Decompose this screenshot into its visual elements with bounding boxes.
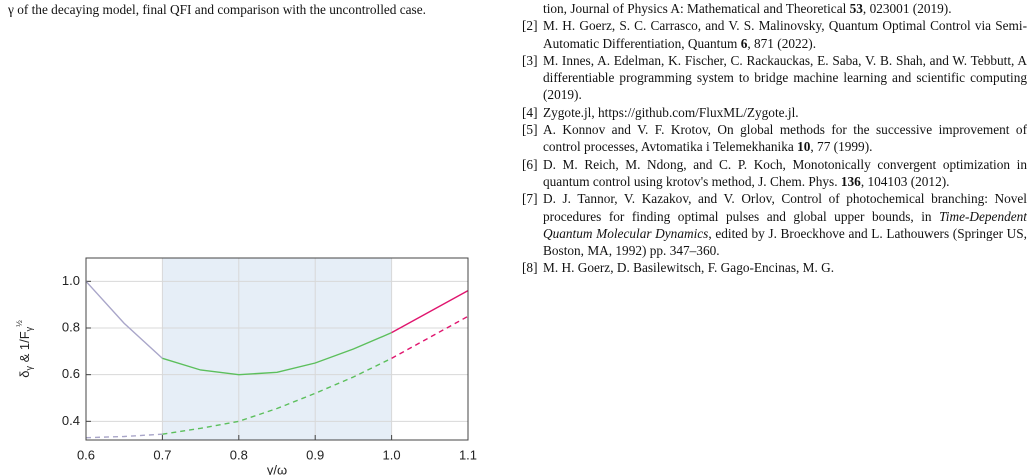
reference: [3] M. Innes, A. Edelman, K. Fischer, C. … xyxy=(522,52,1027,104)
reference-text: 136 xyxy=(840,173,861,189)
reference-text: D. J. Tannor, V. Kazakov, and V. Orlov, … xyxy=(543,191,1027,224)
y-tick-label: 0.6 xyxy=(62,366,80,381)
x-axis-label: γ/ω xyxy=(267,462,287,475)
data-line xyxy=(162,357,392,435)
y-axis-label-part: ½ xyxy=(15,320,24,327)
y-tick-label: 0.8 xyxy=(62,319,80,334)
data-line xyxy=(85,433,163,439)
x-tick-label: 1.0 xyxy=(383,447,401,462)
reference-text: , edited by J. Broeckhove and L. Lathouw… xyxy=(543,225,1027,259)
figure-caption: γ of the decaying model, final QFI and c… xyxy=(8,2,426,17)
y-axis-label-part: & 1/F xyxy=(17,331,32,366)
reference-label: [8] xyxy=(522,260,538,276)
reference-text: , 77 (1999). xyxy=(810,139,873,155)
y-axis-label-part: γ xyxy=(24,326,34,331)
reference: tion, Journal of Physics A: Mathematical… xyxy=(522,0,1027,17)
chart: 0.6 0.7 0.8 0.9 1.0 1.10.40.60.81.0γ/ωδγ & 1/… xyxy=(15,257,477,475)
shaded-region xyxy=(162,258,392,440)
reference: [2] M. H. Goerz, S. C. Carrasco, and V. S… xyxy=(522,17,1027,52)
reference-text: M. H. Goerz, D. Basilewitsch, F. Gago-En… xyxy=(543,260,835,276)
reference-text: 6 xyxy=(740,35,748,51)
reference-label: [4] xyxy=(522,104,538,120)
x-tick-label: 1.1 xyxy=(459,447,477,462)
reference-text: 53 xyxy=(849,1,863,16)
reference-text: D. M. Reich, M. Ndong, and C. P. Koch, M… xyxy=(543,156,1027,189)
y-axis-label: δγ & 1/Fγ½ xyxy=(15,320,34,378)
reference: [5] A. Konnov and V. F. Krotov, On global… xyxy=(522,121,1027,156)
reference-text: Time-Dependent Quantum Molecular Dynamic… xyxy=(543,208,1027,241)
data-line xyxy=(162,332,392,376)
plot-frame xyxy=(85,257,469,441)
y-axis-label-part: δ xyxy=(17,371,32,378)
reference-text: , 871 (2022). xyxy=(747,35,817,51)
data-line xyxy=(85,280,163,359)
reference-text: M. Innes, A. Edelman, K. Fischer, C. Rac… xyxy=(543,52,1027,103)
reference-text: M. H. Goerz, S. C. Carrasco, and V. S. M… xyxy=(543,18,1027,51)
reference-text: A. Konnov and V. F. Krotov, On global me… xyxy=(543,122,1027,155)
y-axis-label-part: γ xyxy=(24,366,34,371)
reference: [7] D. J. Tannor, V. Kazakov, and V. Orlo… xyxy=(522,190,1027,259)
x-tick-label: 0.7 xyxy=(153,447,171,462)
data-line xyxy=(391,315,469,359)
reference-text: tion, Journal of Physics A: Mathematical… xyxy=(543,1,850,16)
reference: [8] M. H. Goerz, D. Basilewitsch, F. Gago… xyxy=(522,259,1027,276)
y-tick-label: 0.4 xyxy=(62,413,80,428)
reference-label: [3] xyxy=(522,52,538,68)
reference-label: [5] xyxy=(522,122,538,138)
y-tick-label: 1.0 xyxy=(62,273,80,288)
reference-text: , 023001 (2019). xyxy=(862,1,952,16)
reference-text: , 104103 (2012). xyxy=(860,173,950,189)
x-tick-label: 0.8 xyxy=(230,447,248,462)
x-tick-label: 0.9 xyxy=(306,447,324,462)
reference-label: [7] xyxy=(522,191,538,207)
reference-text: 10 xyxy=(797,139,811,155)
reference: [4] Zygote.jl, https://github.com/FluxML/… xyxy=(522,104,1027,121)
reference-label: [2] xyxy=(522,18,538,34)
references: tion, Journal of Physics A: Mathematical… xyxy=(522,0,1027,475)
reference: [6] D. M. Reich, M. Ndong, and C. P. Koch… xyxy=(522,156,1027,191)
reference-text: Zygote.jl, https://github.com/FluxML/Zyg… xyxy=(543,104,799,120)
data-line xyxy=(391,290,469,334)
reference-label: [6] xyxy=(522,156,538,172)
x-tick-label: 0.6 xyxy=(77,447,95,462)
